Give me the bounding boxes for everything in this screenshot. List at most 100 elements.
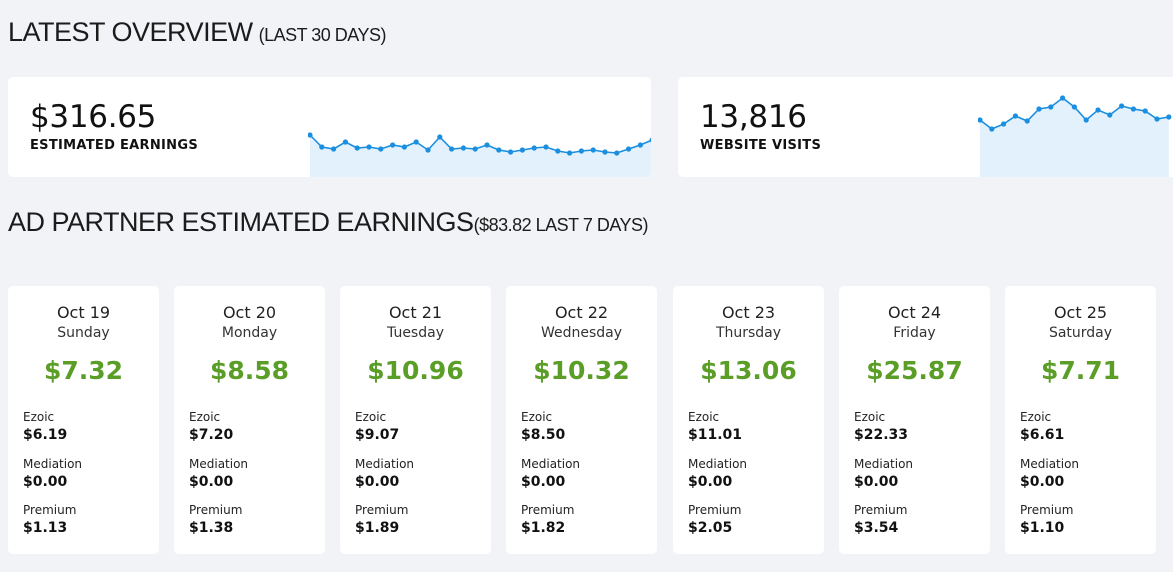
sparkline-point <box>425 147 431 153</box>
overview-title: LATEST OVERVIEW <box>8 17 253 47</box>
premium-value: $1.10 <box>1020 520 1065 536</box>
sparkline-point <box>342 139 348 145</box>
day-weekday: Friday <box>893 325 936 341</box>
sparkline-point <box>602 149 608 155</box>
sparkline-point <box>1130 106 1136 112</box>
ad-partner-heading: AD PARTNER ESTIMATED EARNINGS($83.82 LAS… <box>8 207 649 238</box>
mediation-label: Mediation <box>854 457 914 471</box>
sparkline-point <box>484 142 490 148</box>
ezoic-value: $22.33 <box>854 427 909 443</box>
day-weekday: Sunday <box>57 325 110 341</box>
earnings-sparkline <box>308 132 651 177</box>
sparkline-point <box>1166 114 1172 120</box>
premium-label: Premium <box>854 503 908 517</box>
day-total: $7.32 <box>43 356 124 385</box>
day-date: Oct 22 <box>554 303 609 322</box>
day-weekday: Tuesday <box>387 325 444 341</box>
day-total: $10.32 <box>533 356 630 385</box>
day-total: $25.87 <box>866 356 963 385</box>
ezoic-value: $11.01 <box>688 427 743 443</box>
sparkline-point <box>1048 104 1054 110</box>
day-card[interactable]: Oct 19 Sunday $7.32 Ezoic $6.19 Mediation $0.0… <box>8 286 159 554</box>
day-date: Oct 20 <box>222 303 277 322</box>
visits-label: WEBSITE VISITS <box>700 138 822 153</box>
earnings-card[interactable]: $316.65 ESTIMATED EARNINGS <box>8 77 651 177</box>
sparkline-point <box>1119 103 1125 109</box>
sparkline-area <box>980 98 1169 177</box>
day-card[interactable]: Oct 24 Friday $25.87 Ezoic $22.33 Mediation $0… <box>839 286 990 554</box>
mediation-value: $0.00 <box>1020 474 1065 490</box>
sparkline-point <box>401 144 407 150</box>
mediation-value: $0.00 <box>23 474 68 490</box>
premium-label: Premium <box>688 503 742 517</box>
ad-partner-title: AD PARTNER ESTIMATED EARNINGS <box>8 207 474 237</box>
sparkline-point <box>472 146 478 152</box>
sparkline-point <box>978 117 983 123</box>
day-card[interactable]: Oct 23 Thursday $13.06 Ezoic $11.01 Mediation… <box>673 286 824 554</box>
sparkline-point <box>637 142 643 148</box>
day-weekday: Thursday <box>715 325 782 341</box>
sparkline-point <box>1036 106 1042 112</box>
ezoic-label: Ezoic <box>854 410 886 424</box>
ezoic-value: $6.61 <box>1020 427 1065 443</box>
overview-heading: LATEST OVERVIEW (LAST 30 DAYS) <box>8 17 386 48</box>
sparkline-point <box>378 146 384 152</box>
premium-value: $1.13 <box>23 520 68 536</box>
premium-label: Premium <box>521 503 575 517</box>
sparkline-point <box>449 146 455 152</box>
sparkline-point <box>989 126 995 132</box>
sparkline-point <box>308 132 313 138</box>
sparkline-point <box>626 146 632 152</box>
ezoic-label: Ezoic <box>355 410 387 424</box>
day-card[interactable]: Oct 22 Wednesday $10.32 Ezoic $8.50 Mediation… <box>506 286 657 554</box>
sparkline-area <box>310 135 651 177</box>
sparkline-point <box>437 134 443 140</box>
earnings-value: $316.65 <box>30 99 157 135</box>
ezoic-value: $8.50 <box>521 427 566 443</box>
mediation-label: Mediation <box>1020 457 1080 471</box>
sparkline-point <box>366 144 372 150</box>
ezoic-label: Ezoic <box>521 410 553 424</box>
day-total: $7.71 <box>1040 356 1121 385</box>
ezoic-label: Ezoic <box>688 410 720 424</box>
ad-partner-subtitle: ($83.82 LAST 7 DAYS) <box>473 215 649 235</box>
premium-value: $1.82 <box>521 520 566 536</box>
ezoic-label: Ezoic <box>23 410 55 424</box>
sparkline-point <box>1083 117 1089 123</box>
mediation-label: Mediation <box>23 457 83 471</box>
sparkline-point <box>319 144 325 150</box>
ezoic-label: Ezoic <box>189 410 221 424</box>
day-date: Oct 23 <box>721 303 776 322</box>
day-card[interactable]: Oct 20 Monday $8.58 Ezoic $7.20 Mediation $0.0… <box>174 286 325 554</box>
premium-label: Premium <box>189 503 243 517</box>
sparkline-point <box>519 147 525 153</box>
sparkline-point <box>354 145 360 151</box>
mediation-value: $0.00 <box>355 474 400 490</box>
sparkline-point <box>1095 107 1101 113</box>
sparkline-point <box>508 149 514 155</box>
sparkline-point <box>460 145 466 151</box>
premium-value: $1.89 <box>355 520 400 536</box>
day-total: $10.96 <box>367 356 464 385</box>
sparkline-point <box>1142 108 1148 114</box>
overview-subtitle: (LAST 30 DAYS) <box>258 25 387 45</box>
day-weekday: Wednesday <box>540 325 623 341</box>
mediation-value: $0.00 <box>189 474 234 490</box>
visits-card[interactable]: 13,816 WEBSITE VISITS <box>678 77 1173 177</box>
mediation-value: $0.00 <box>521 474 566 490</box>
day-date: Oct 21 <box>388 303 443 322</box>
mediation-value: $0.00 <box>688 474 733 490</box>
premium-label: Premium <box>355 503 409 517</box>
sparkline-point <box>578 148 584 154</box>
sparkline-point <box>1024 118 1030 124</box>
day-card[interactable]: Oct 21 Tuesday $10.96 Ezoic $9.07 Mediation $0… <box>340 286 491 554</box>
day-date: Oct 24 <box>887 303 942 322</box>
sparkline-point <box>390 142 396 148</box>
day-card[interactable]: Oct 25 Saturday $7.71 Ezoic $6.61 Mediation $0… <box>1005 286 1156 554</box>
premium-value: $3.54 <box>854 520 899 536</box>
sparkline-point <box>496 147 502 153</box>
premium-value: $2.05 <box>688 520 733 536</box>
mediation-label: Mediation <box>521 457 581 471</box>
day-date: Oct 25 <box>1053 303 1108 322</box>
sparkline-point <box>331 146 337 152</box>
